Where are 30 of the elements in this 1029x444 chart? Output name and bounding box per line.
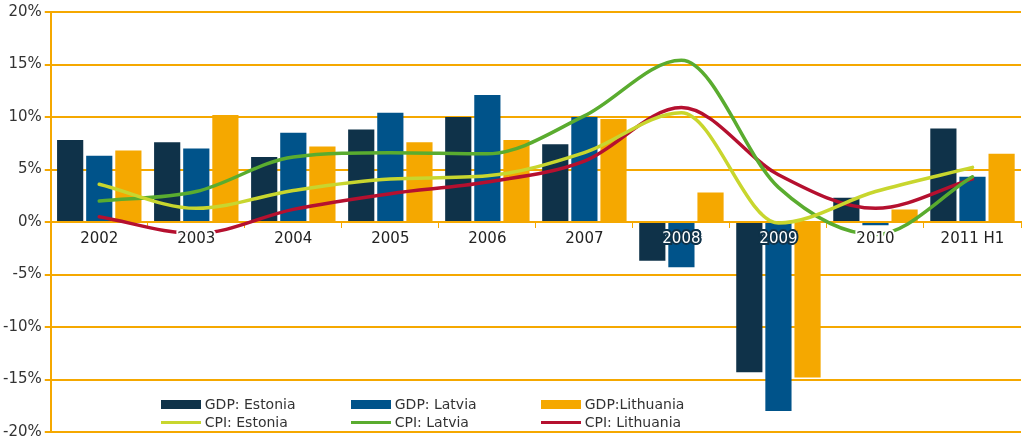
x-tick-label: 2006	[468, 228, 507, 247]
y-tick-label: 0%	[17, 211, 42, 230]
y-tick-label: 15%	[8, 54, 42, 73]
y-tick-label: 10%	[8, 106, 42, 125]
legend-label: GDP: Estonia	[203, 396, 297, 412]
legend-label: CPI: Latvia	[393, 414, 470, 430]
y-tick-label: -5%	[12, 264, 42, 283]
bar	[571, 117, 598, 221]
y-tick-label: 20%	[8, 1, 42, 20]
legend-label: CPI: Lithuania	[583, 414, 683, 430]
x-tick-label: 2005	[371, 228, 410, 247]
y-tick-label: 5%	[17, 159, 42, 178]
bar	[474, 94, 501, 221]
legend-label: CPI: Estonia	[203, 414, 289, 430]
y-tick-label: -15%	[2, 369, 42, 388]
bar	[377, 112, 404, 221]
bar	[154, 142, 181, 221]
legend-label: GDP:Lithuania	[583, 396, 686, 412]
x-tick-label: 2004	[274, 228, 313, 247]
bar	[57, 140, 84, 221]
x-tick-label: 2007	[565, 228, 604, 247]
bar	[86, 155, 113, 221]
bar	[862, 223, 889, 226]
y-tick-label: -10%	[2, 316, 42, 335]
legend-label: GDP: Latvia	[393, 396, 478, 412]
x-tick-label: 2002	[80, 228, 119, 247]
x-tick-label: 2011 H1	[940, 228, 1005, 247]
y-tick-label: -20%	[2, 421, 42, 440]
bar	[542, 144, 569, 221]
bar	[959, 176, 986, 221]
